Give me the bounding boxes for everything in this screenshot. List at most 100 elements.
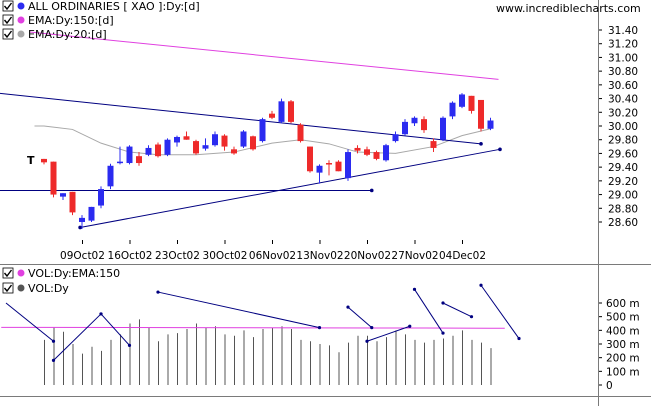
trendline-endpoint bbox=[346, 305, 350, 309]
candle-body bbox=[79, 217, 85, 222]
trendline-endpoint bbox=[479, 142, 483, 146]
candle-body bbox=[373, 152, 380, 159]
legend-row-vol[interactable]: VOL:Dy bbox=[2, 282, 69, 295]
candle-body bbox=[98, 189, 104, 206]
y-tick-label: 31.00 bbox=[608, 52, 638, 64]
candle-body bbox=[468, 95, 475, 111]
y-tick-label: 31.20 bbox=[608, 39, 638, 51]
trendline-endpoint bbox=[156, 290, 160, 294]
candle-body bbox=[107, 165, 114, 187]
volume-trendline bbox=[100, 313, 130, 346]
check-icon bbox=[3, 2, 13, 11]
checkbox[interactable] bbox=[2, 14, 14, 26]
vol-y-tick-label: 400 m bbox=[606, 325, 640, 337]
volume-ema-line bbox=[1, 326, 505, 329]
watermark: www.incrediblecharts.com bbox=[496, 2, 641, 15]
candle-body bbox=[88, 206, 95, 221]
legend-label-vol-ema: VOL:Dy:EMA:150 bbox=[28, 267, 120, 280]
legend-row-xao[interactable]: ALL ORDINARIES [ XAO ]:Dy:[d] bbox=[2, 0, 200, 13]
x-tick-label: 16Oct02 bbox=[108, 250, 153, 262]
candle-body bbox=[478, 99, 484, 129]
x-tick-label: 27Nov02 bbox=[391, 250, 438, 262]
trendline-endpoint bbox=[317, 326, 322, 330]
candle-body bbox=[383, 145, 389, 161]
y-tick-label: 29.40 bbox=[608, 162, 638, 174]
volume-trendline bbox=[480, 284, 520, 339]
candle-body bbox=[145, 147, 152, 155]
volume-trendline bbox=[414, 289, 444, 334]
trendline-endpoint bbox=[469, 315, 474, 319]
candle-body bbox=[421, 119, 427, 131]
checkbox[interactable] bbox=[2, 267, 14, 279]
trendline-endpoint bbox=[127, 343, 132, 347]
t-marker: T bbox=[27, 154, 35, 167]
x-tick-label: 13Nov02 bbox=[296, 250, 343, 262]
candle-body bbox=[269, 113, 275, 118]
candle-body bbox=[41, 158, 47, 163]
y-tick-label: 28.80 bbox=[608, 203, 638, 215]
candle-body bbox=[307, 146, 313, 172]
trendline-endpoint bbox=[479, 283, 483, 287]
candle-body bbox=[221, 135, 228, 147]
x-tick-label: 04Dec02 bbox=[439, 250, 486, 262]
ema150-line bbox=[29, 31, 499, 80]
legend-swatch-ema20 bbox=[17, 30, 25, 38]
candle-body bbox=[259, 119, 266, 142]
trendline-endpoint bbox=[99, 312, 103, 316]
legend-swatch-vol-ema bbox=[17, 269, 25, 277]
legend-row-vol-ema[interactable]: VOL:Dy:EMA:150 bbox=[2, 267, 120, 280]
price-legend: ALL ORDINARIES [ XAO ]:Dy:[d] EMA:Dy:150… bbox=[2, 0, 200, 41]
legend-label-xao: ALL ORDINARIES [ XAO ]:Dy:[d] bbox=[28, 0, 200, 13]
vol-y-tick-label: 600 m bbox=[606, 298, 640, 310]
y-tick-label: 30.80 bbox=[608, 66, 638, 78]
candle-body bbox=[117, 161, 123, 164]
candle-body bbox=[193, 141, 199, 154]
candle-body bbox=[335, 161, 342, 172]
checkbox[interactable] bbox=[2, 282, 14, 294]
trendline-endpoint bbox=[78, 225, 82, 230]
candle-body bbox=[297, 124, 304, 142]
candle-body bbox=[278, 101, 285, 122]
vol-y-tick-label: 500 m bbox=[606, 312, 640, 324]
candle-body bbox=[316, 165, 323, 173]
legend-row-ema20[interactable]: EMA:Dy:20:[d] bbox=[2, 28, 107, 41]
candle-body bbox=[126, 146, 133, 164]
y-tick-label: 30.00 bbox=[608, 121, 638, 133]
checkbox[interactable] bbox=[2, 0, 14, 12]
y-tick-label: 30.20 bbox=[608, 107, 638, 119]
candle-body bbox=[60, 193, 66, 197]
x-tick-label: 30Oct02 bbox=[203, 250, 248, 262]
legend-swatch-vol bbox=[17, 284, 25, 292]
legend-row-ema150[interactable]: EMA:Dy:150:[d] bbox=[2, 14, 114, 27]
trendline-endpoint bbox=[369, 188, 374, 193]
x-tick-label: 20Nov02 bbox=[344, 250, 391, 262]
trendline-endpoint bbox=[51, 358, 56, 362]
trendline-endpoint bbox=[365, 339, 369, 343]
candle-body bbox=[411, 117, 418, 124]
x-tick-label: 09Oct02 bbox=[60, 250, 105, 262]
candle-body bbox=[402, 121, 408, 135]
trendline-endpoint bbox=[441, 331, 445, 335]
y-tick-label: 28.60 bbox=[608, 217, 638, 229]
y-tick-label: 31.40 bbox=[608, 25, 638, 37]
trendline-endpoint bbox=[517, 336, 521, 341]
candle-body bbox=[288, 101, 294, 122]
candle-body bbox=[487, 120, 494, 129]
candle-body bbox=[449, 102, 456, 117]
candle-body bbox=[50, 161, 57, 195]
checkbox[interactable] bbox=[2, 28, 14, 40]
check-icon bbox=[3, 30, 13, 39]
candle-body bbox=[69, 191, 76, 213]
candle-body bbox=[212, 134, 218, 146]
volume-trendline bbox=[366, 325, 410, 342]
legend-label-vol: VOL:Dy bbox=[28, 282, 69, 295]
y-tick-label: 30.60 bbox=[608, 80, 638, 92]
candle-body bbox=[440, 117, 446, 140]
candle-body bbox=[136, 156, 142, 164]
candle-body bbox=[183, 136, 190, 140]
